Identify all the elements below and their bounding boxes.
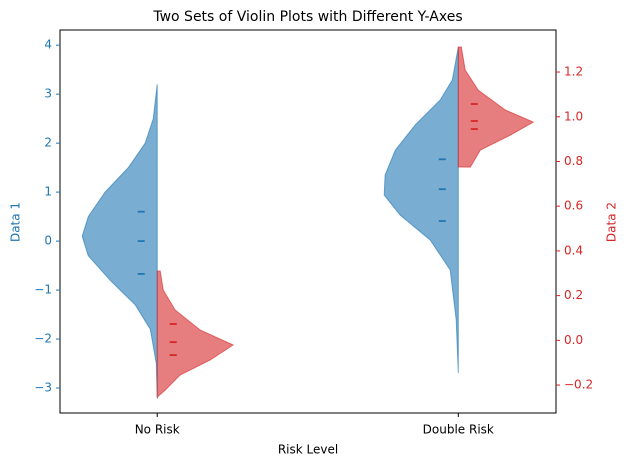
violin — [457, 46, 535, 168]
y2-tick-label: 0.4 — [564, 243, 583, 257]
y2-axis-label: Data 2 — [605, 202, 619, 242]
y-tick-label: 3 — [44, 87, 52, 101]
y2-tick-label: 1.2 — [564, 65, 583, 79]
y2-tick-label: 0.6 — [564, 199, 583, 213]
y2-tick-label: −0.2 — [564, 378, 593, 392]
y-axis-label: Data 1 — [9, 202, 23, 242]
violin — [81, 84, 158, 400]
y-tick-label: −2 — [34, 332, 52, 346]
y-tick-label: 2 — [44, 136, 52, 150]
y-tick-label: −1 — [34, 283, 52, 297]
y2-tick-label: 0.2 — [564, 288, 583, 302]
y-tick-label: 4 — [44, 38, 52, 52]
y-tick-label: −3 — [34, 381, 52, 395]
y2-tick-label: 1.0 — [564, 109, 583, 123]
x-tick-label: Double Risk — [423, 423, 494, 437]
chart-title: Two Sets of Violin Plots with Different … — [152, 9, 462, 25]
violin — [383, 46, 459, 373]
y2-tick-label: 0.0 — [564, 333, 583, 347]
y-tick-label: 0 — [44, 234, 52, 248]
plot-frame — [59, 29, 557, 414]
y2-tick-label: 0.8 — [564, 154, 583, 168]
y-tick-label: 1 — [44, 185, 52, 199]
violin — [156, 270, 235, 399]
x-tick-label: No Risk — [135, 423, 180, 437]
x-axis-label: Risk Level — [278, 443, 338, 457]
